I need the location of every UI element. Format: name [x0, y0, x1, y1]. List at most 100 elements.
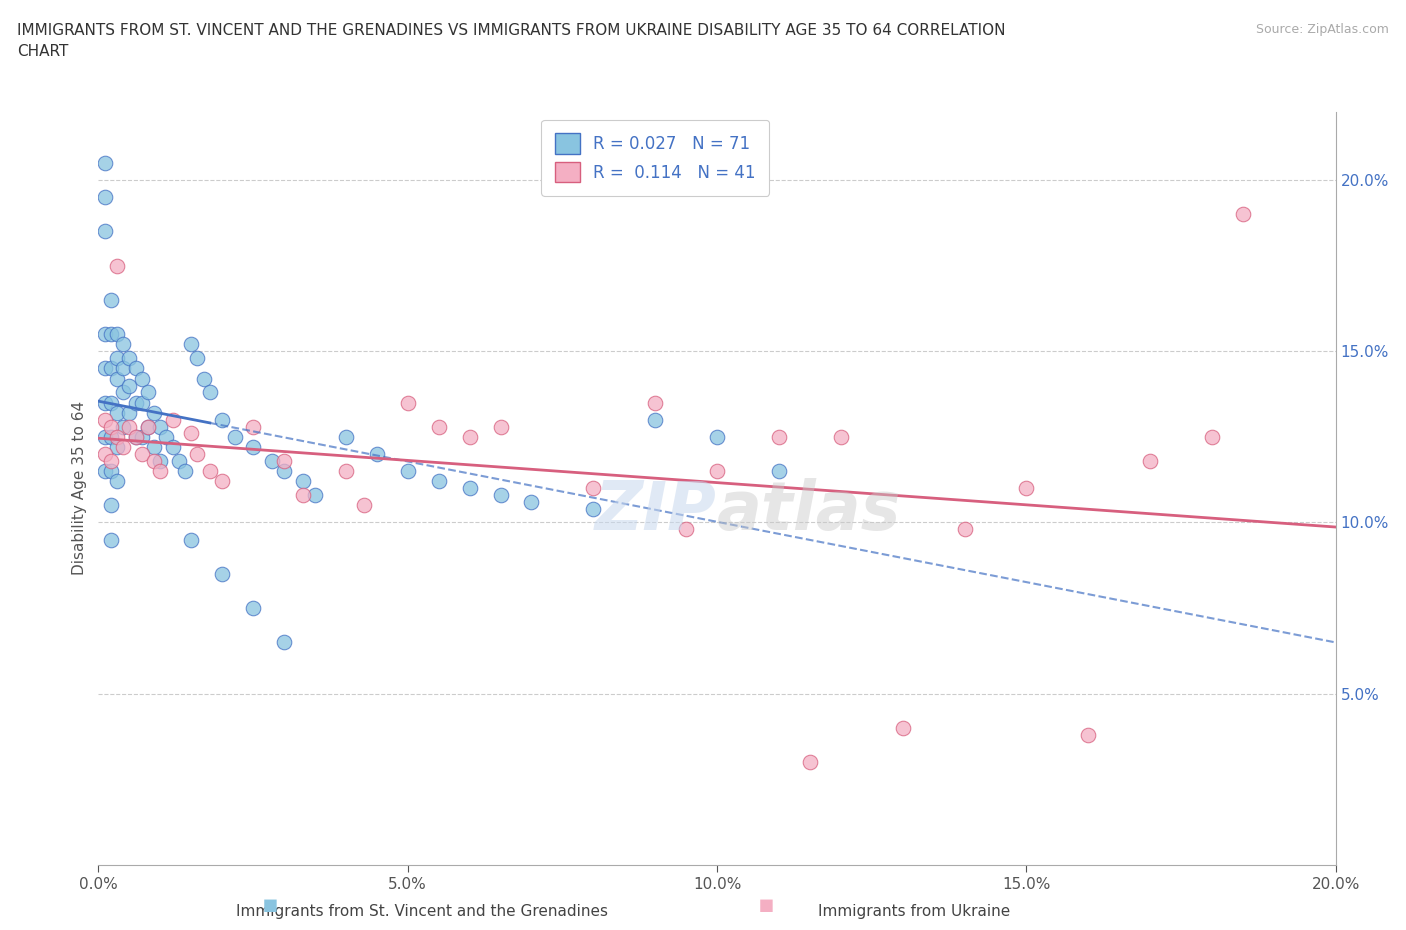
Point [105, 259, 128, 273]
Point [93, 446, 115, 461]
Point [353, 498, 375, 512]
Text: atlas: atlas [717, 478, 901, 544]
Point [273, 464, 295, 479]
Point [118, 419, 141, 434]
Point [112, 440, 135, 455]
Point [198, 385, 221, 400]
Point [143, 440, 166, 455]
Point [1139, 454, 1161, 469]
Point [105, 326, 128, 341]
Point [105, 371, 128, 386]
Point [675, 522, 697, 537]
Point [93, 224, 115, 239]
Point [396, 464, 419, 479]
Point [100, 430, 122, 445]
Point [105, 405, 128, 420]
Point [131, 395, 153, 410]
Point [162, 412, 184, 427]
Point [93, 361, 115, 376]
Point [124, 430, 146, 445]
Point [260, 454, 283, 469]
Point [427, 419, 450, 434]
Point [167, 454, 190, 469]
Point [124, 361, 146, 376]
Point [891, 721, 914, 736]
Point [124, 395, 146, 410]
Point [100, 498, 122, 512]
Point [100, 532, 122, 547]
Point [335, 464, 357, 479]
Point [396, 395, 419, 410]
Point [93, 190, 115, 205]
Point [458, 481, 481, 496]
Point [186, 351, 208, 365]
Point [335, 430, 357, 445]
Text: ▪: ▪ [262, 893, 278, 917]
Point [105, 430, 128, 445]
Point [304, 487, 326, 502]
Point [105, 474, 128, 489]
Point [149, 454, 172, 469]
Point [291, 474, 314, 489]
Point [186, 446, 208, 461]
Point [100, 454, 122, 469]
Point [112, 419, 135, 434]
Point [582, 481, 605, 496]
Text: Source: ZipAtlas.com: Source: ZipAtlas.com [1256, 23, 1389, 36]
Point [520, 495, 543, 510]
Point [155, 430, 177, 445]
Point [136, 419, 159, 434]
Point [180, 426, 202, 441]
Point [136, 385, 159, 400]
Point [93, 412, 115, 427]
Point [112, 337, 135, 352]
Point [105, 351, 128, 365]
Point [100, 361, 122, 376]
Point [131, 371, 153, 386]
Text: Immigrants from Ukraine: Immigrants from Ukraine [818, 904, 1010, 919]
Point [193, 371, 215, 386]
Point [93, 395, 115, 410]
Point [242, 601, 264, 616]
Point [174, 464, 197, 479]
Point [768, 464, 790, 479]
Point [458, 430, 481, 445]
Point [100, 326, 122, 341]
Point [131, 446, 153, 461]
Point [162, 440, 184, 455]
Legend: R = 0.027   N = 71, R =  0.114   N = 41: R = 0.027 N = 71, R = 0.114 N = 41 [541, 120, 769, 195]
Point [100, 464, 122, 479]
Point [118, 351, 141, 365]
Point [180, 532, 202, 547]
Text: ZIP: ZIP [595, 478, 717, 544]
Point [149, 419, 172, 434]
Point [93, 326, 115, 341]
Point [93, 155, 115, 170]
Point [644, 412, 666, 427]
Point [143, 405, 166, 420]
Point [100, 419, 122, 434]
Text: ▪: ▪ [758, 893, 775, 917]
Point [953, 522, 976, 537]
Point [100, 292, 122, 307]
Point [706, 464, 728, 479]
Point [93, 430, 115, 445]
Text: IMMIGRANTS FROM ST. VINCENT AND THE GRENADINES VS IMMIGRANTS FROM UKRAINE DISABI: IMMIGRANTS FROM ST. VINCENT AND THE GREN… [17, 23, 1005, 60]
Point [224, 430, 246, 445]
Point [149, 464, 172, 479]
Point [706, 430, 728, 445]
Point [1232, 206, 1254, 221]
Point [644, 395, 666, 410]
Text: Immigrants from St. Vincent and the Grenadines: Immigrants from St. Vincent and the Gren… [236, 904, 607, 919]
Point [242, 419, 264, 434]
Point [211, 566, 233, 581]
Y-axis label: Disability Age 35 to 64: Disability Age 35 to 64 [72, 401, 87, 576]
Point [105, 440, 128, 455]
Point [1015, 481, 1038, 496]
Point [489, 487, 512, 502]
Point [100, 395, 122, 410]
Point [1077, 727, 1099, 742]
Point [1201, 430, 1223, 445]
Point [768, 430, 790, 445]
Point [93, 464, 115, 479]
